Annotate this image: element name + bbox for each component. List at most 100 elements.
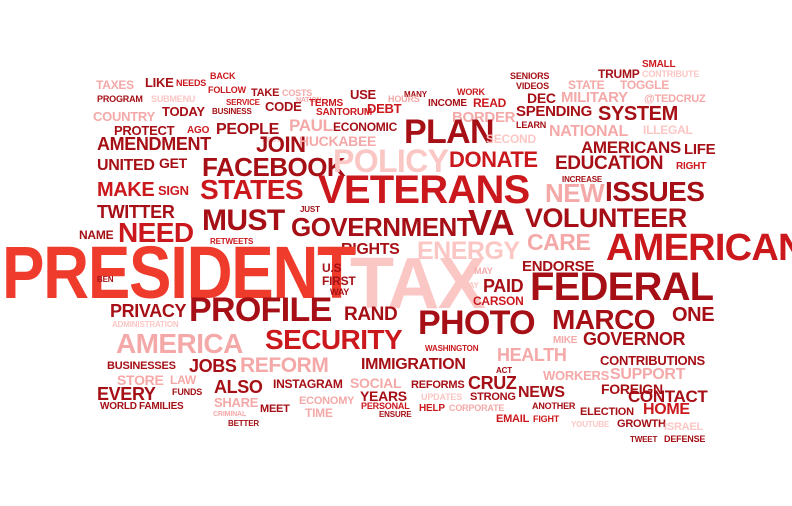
word-system: SYSTEM — [598, 103, 678, 125]
word-must: MUST — [202, 204, 285, 237]
word-marco: MARCO — [552, 304, 656, 335]
word-spending: SPENDING — [516, 103, 592, 120]
word-today: TODAY — [162, 104, 205, 119]
word-businesses: BUSINESSES — [107, 360, 176, 372]
word-use: USE — [350, 87, 376, 102]
word-santorum: SANTORUM — [316, 107, 372, 118]
word-care: CARE — [527, 229, 591, 255]
word-name: NAME — [79, 228, 114, 242]
word-united: UNITED — [97, 157, 155, 174]
word-paul: PAUL — [289, 116, 333, 135]
word-country: COUNTRY — [93, 109, 155, 124]
word-state: STATE — [568, 78, 605, 92]
word-president: PRESIDENT — [2, 231, 356, 314]
word-every: EVERY — [97, 384, 156, 404]
word-israel: ISRAEL — [664, 421, 704, 433]
word-veterans: VETERANS — [318, 168, 530, 212]
word-instagram: INSTAGRAM — [273, 377, 343, 391]
word-right: RIGHT — [676, 161, 707, 172]
word-share: SHARE — [214, 395, 259, 410]
word-life: LIFE — [684, 141, 716, 158]
word-business: BUSINESS — [212, 107, 252, 116]
word-seniors: SENIORS — [510, 71, 550, 81]
word-policy: POLICY — [333, 143, 449, 179]
word-energy: ENERGY — [417, 237, 520, 265]
word-youtube: YOUTUBE — [571, 420, 609, 429]
word-act: ACT — [496, 366, 512, 375]
word-program: PROGRAM — [97, 94, 143, 104]
word-defense: DEFENSE — [664, 434, 706, 444]
word-people: PEOPLE — [216, 121, 279, 138]
word-corporate: CORPORATE — [449, 403, 505, 413]
word-families: FAMILIES — [139, 401, 184, 412]
word-protect: PROTECT — [114, 123, 175, 138]
word-profile: PROFILE — [189, 291, 332, 329]
word-social: SOCIAL — [350, 375, 402, 391]
word-funds: FUNDS — [172, 387, 203, 397]
word-privacy: PRIVACY — [110, 301, 187, 321]
word-income: INCOME — [428, 98, 467, 109]
word-personal: PERSONAL — [361, 401, 410, 411]
word-rand: RAND — [344, 304, 398, 325]
word-growth: GROWTH — [617, 418, 666, 430]
word-videos: VIDEOS — [516, 81, 549, 91]
word-contact: CONTACT — [628, 387, 708, 406]
word-law: LAW — [170, 373, 196, 387]
word-costs: COSTS — [282, 88, 313, 98]
word-read: READ — [473, 96, 507, 110]
word-many: MANY — [404, 90, 427, 99]
word-american: AMERICAN — [606, 227, 792, 269]
word-better: BETTER — [228, 419, 260, 428]
word-national: NATIONAL — [549, 123, 628, 140]
word-ensure: ENSURE — [379, 410, 412, 419]
word-amendment: AMENDMENT — [97, 134, 211, 154]
word-donate: DONATE — [449, 147, 538, 172]
word-us: U.S — [322, 261, 342, 275]
word-second: SECOND — [486, 132, 536, 146]
word-email: EMAIL — [496, 413, 530, 425]
word-debt: DEBT — [367, 101, 402, 116]
word-sign: SIGN — [158, 183, 189, 198]
word-trump: TRUMP — [598, 67, 640, 81]
word-plan: PLAN — [404, 113, 495, 151]
word-submenu: SUBMENU — [151, 94, 196, 104]
word-health: HEALTH — [497, 345, 567, 365]
word-code: CODE — [265, 99, 302, 114]
word-another: ANOTHER — [532, 401, 576, 411]
word-follow: FOLLOW — [208, 85, 246, 95]
word-workers: WORKERS — [543, 368, 610, 383]
word-time: TIME — [305, 406, 333, 420]
word-years: YEARS — [360, 388, 407, 404]
word-tedcruz: @TEDCRUZ — [644, 93, 706, 105]
word-just: JUST — [300, 205, 320, 214]
word-store: STORE — [117, 372, 164, 388]
word-fight: FIGHT — [533, 414, 560, 424]
word-make: MAKE — [97, 179, 155, 201]
word-world: WORLD — [100, 401, 137, 412]
word-states: STATES — [200, 174, 304, 205]
word-taxes: TAXES — [96, 78, 134, 92]
word-immigration: IMMIGRATION — [361, 356, 466, 373]
word-updates: UPDATES — [421, 392, 463, 402]
word-meet: MEET — [260, 403, 290, 415]
word-economy: ECONOMY — [299, 395, 355, 407]
word-get: GET — [159, 155, 187, 171]
word-twitter: TWITTER — [97, 202, 175, 222]
word-nation: NATION — [296, 97, 322, 104]
word-terms: TERMS — [309, 98, 344, 109]
word-toggle: TOGGLE — [620, 78, 670, 92]
word-contribute: CONTRIBUTE — [642, 69, 700, 79]
word-first: FIRST — [322, 274, 356, 288]
word-va: VA — [468, 202, 515, 243]
word-ben: BEN — [97, 275, 114, 284]
word-photo: PHOTO — [418, 304, 536, 342]
word-jobs: JOBS — [189, 356, 237, 376]
word-pay: PAY — [464, 281, 479, 290]
word-back: BACK — [210, 71, 236, 81]
word-news: NEWS — [518, 384, 565, 401]
word-way: WAY — [330, 287, 350, 297]
word-endorse: ENDORSE — [522, 258, 595, 275]
word-ago: AGO — [187, 125, 210, 136]
word-criminal: CRIMINAL — [213, 411, 247, 418]
